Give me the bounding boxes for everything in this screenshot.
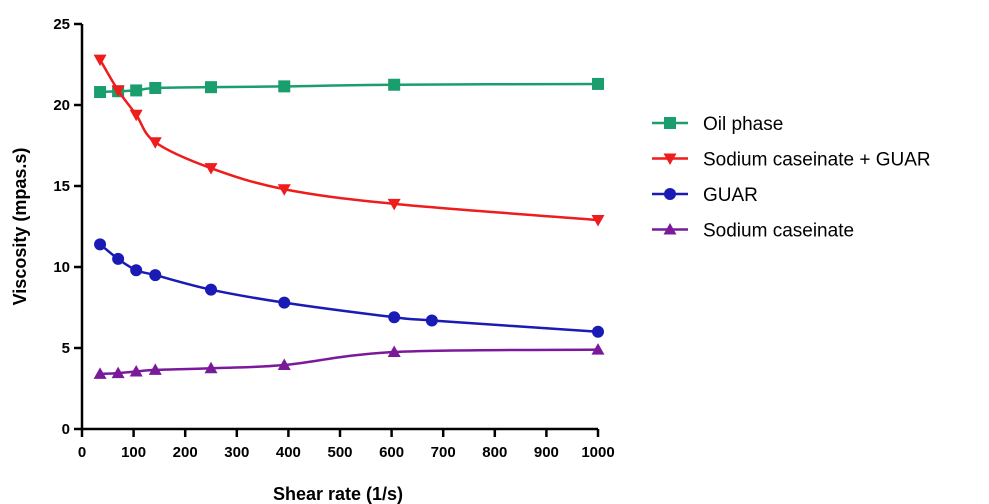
data-point	[93, 54, 107, 67]
x-tick-label: 0	[78, 444, 86, 461]
data-point	[129, 364, 143, 377]
legend-label: GUAR	[703, 185, 758, 206]
x-tick-label: 400	[276, 444, 301, 461]
data-point	[204, 361, 218, 374]
y-axis-title: Viscosity (mpas.s)	[10, 148, 30, 306]
data-point	[277, 358, 291, 371]
legend-item: Sodium caseinate + GUAR	[652, 150, 931, 171]
x-tick-label: 600	[379, 444, 404, 461]
series-sodium-caseinate-guar	[93, 54, 605, 227]
data-point	[425, 314, 438, 327]
series-line	[100, 82, 599, 94]
data-point	[111, 85, 125, 97]
legend-item: GUAR	[652, 185, 758, 206]
data-point	[129, 109, 143, 122]
data-point	[591, 215, 605, 227]
legend-marker	[663, 153, 677, 165]
y-tick-label: 5	[62, 340, 70, 357]
data-point	[387, 198, 401, 211]
legend: Oil phase Sodium caseinate + GUAR GUAR Sodi…	[652, 114, 931, 242]
data-point	[111, 366, 125, 379]
x-tick-label: 700	[431, 444, 456, 461]
series-sodium-caseinate	[93, 343, 605, 379]
data-point	[94, 238, 107, 251]
y-tick-label: 10	[53, 259, 70, 276]
y-tick-label: 25	[53, 16, 70, 33]
data-point	[93, 367, 107, 379]
legend-marker	[663, 223, 677, 235]
data-point	[592, 77, 604, 90]
legend-item: Oil phase	[652, 114, 783, 135]
data-point	[205, 283, 217, 296]
series-line	[99, 243, 599, 334]
data-point	[94, 86, 107, 99]
plot-area	[93, 54, 605, 379]
series-guar	[94, 238, 604, 338]
data-point	[149, 81, 162, 94]
x-tick-label: 300	[224, 444, 249, 461]
data-point	[277, 184, 291, 196]
data-point	[205, 81, 217, 94]
data-point	[592, 325, 604, 338]
legend-label: Sodium caseinate + GUAR	[703, 150, 931, 171]
data-point	[278, 80, 291, 93]
legend-label: Sodium caseinate	[703, 221, 854, 242]
data-point	[387, 345, 401, 358]
y-tick-label: 15	[53, 178, 70, 195]
x-axis-title: Shear rate (1/s)	[273, 484, 403, 504]
y-tick-label: 0	[62, 421, 70, 438]
data-point	[149, 269, 162, 282]
series-oil-phase	[94, 77, 604, 99]
x-tick-label: 500	[327, 444, 352, 461]
x-tick-label: 800	[482, 444, 507, 461]
x-tick-label: 100	[121, 444, 146, 461]
legend-label: Oil phase	[703, 114, 783, 135]
data-point	[388, 78, 401, 91]
data-point	[388, 311, 401, 324]
data-point	[130, 264, 143, 277]
data-point	[130, 84, 143, 97]
series-line	[100, 348, 599, 376]
legend-marker	[664, 188, 676, 200]
x-tick-label: 1000	[581, 444, 614, 461]
x-tick-label: 200	[173, 444, 198, 461]
legend-marker	[664, 117, 676, 129]
legend-item: Sodium caseinate	[652, 221, 854, 242]
x-tick-label: 900	[534, 444, 559, 461]
data-point	[112, 252, 125, 265]
data-point	[591, 343, 605, 355]
data-point	[148, 363, 162, 375]
y-tick-label: 20	[53, 97, 70, 114]
axes: 0 5 10 15 20 25 0 100 200 300 400 500 600 700 800 900 10…	[53, 16, 614, 461]
data-point	[278, 296, 291, 309]
data-point	[204, 163, 218, 175]
data-point	[148, 137, 162, 149]
